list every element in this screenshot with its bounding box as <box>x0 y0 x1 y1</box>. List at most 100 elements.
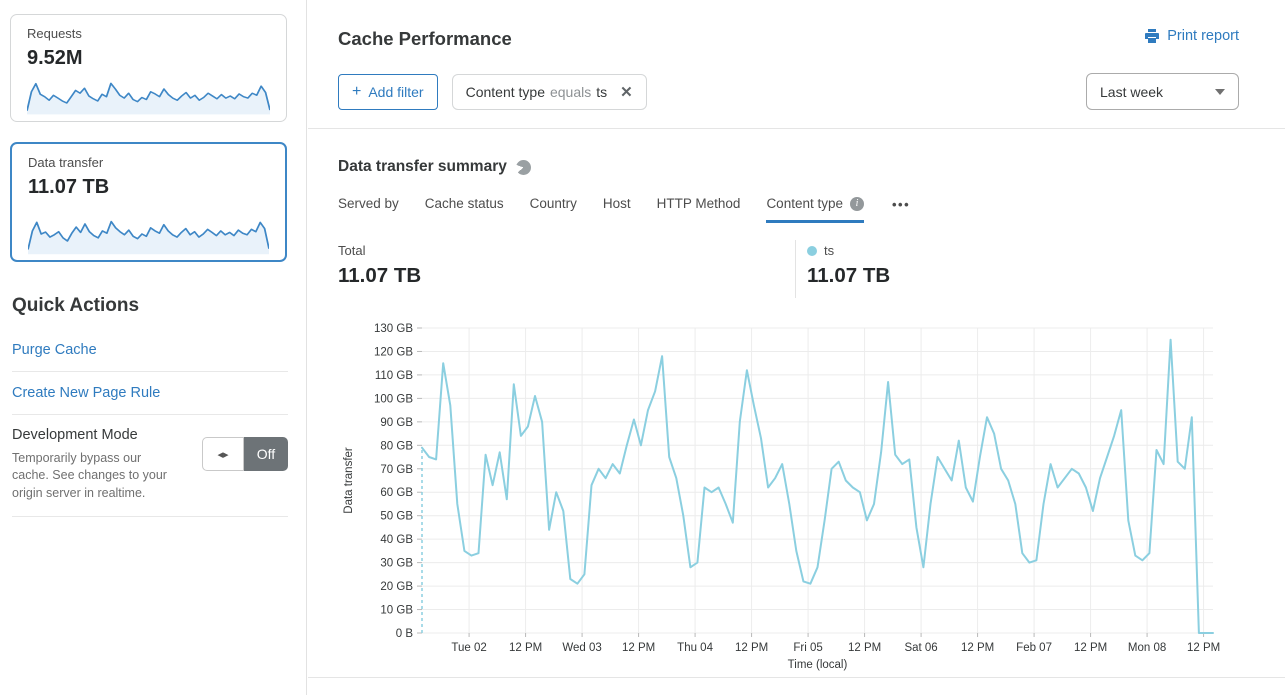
x-axis-tick-label: Feb 07 <box>1016 642 1052 654</box>
total-label: Total <box>338 243 366 258</box>
tab-label: Content type <box>766 196 843 211</box>
y-axis-tick-label: 70 GB <box>380 464 413 476</box>
divider <box>12 371 288 372</box>
requests-card[interactable]: Requests 9.52M <box>10 14 287 122</box>
printer-icon <box>1145 29 1160 43</box>
y-axis-tick-label: 30 GB <box>380 558 413 570</box>
y-axis-tick-label: 130 GB <box>374 323 413 335</box>
y-axis-tick-label: 80 GB <box>380 440 413 452</box>
requests-card-value: 9.52M <box>27 47 83 69</box>
data-transfer-card-value: 11.07 TB <box>28 176 110 198</box>
series-legend-dot <box>807 245 817 256</box>
print-report-label: Print report <box>1167 28 1239 44</box>
filter-chip-operator: equals <box>549 84 592 100</box>
tab-label: Host <box>602 196 631 211</box>
x-axis-tick-label: 12 PM <box>1187 642 1220 654</box>
series-stat: ts 11.07 TB <box>807 243 890 288</box>
quick-action-link-purge-cache[interactable]: Purge Cache <box>12 342 97 358</box>
tab-host[interactable]: Host <box>603 196 631 223</box>
filter-chip-value: ts <box>596 84 608 100</box>
tab-served-by[interactable]: Served by <box>338 196 399 223</box>
x-axis-tick-label: 12 PM <box>622 642 655 654</box>
divider <box>308 677 1285 678</box>
y-axis-tick-label: 90 GB <box>380 417 413 429</box>
time-range-select[interactable]: Last week <box>1086 73 1239 110</box>
sidebar: Requests 9.52M Data transfer 11.07 TB Qu… <box>0 0 307 695</box>
x-axis-tick-label: Mon 08 <box>1128 642 1166 654</box>
divider <box>308 128 1285 129</box>
total-value: 11.07 TB <box>338 264 422 287</box>
y-axis-tick-label: 20 GB <box>380 581 413 593</box>
data-transfer-sparkline-chart <box>28 220 269 255</box>
data-transfer-card-label: Data transfer <box>28 155 104 170</box>
tab-content-type[interactable]: Content type i <box>766 196 864 223</box>
divider <box>12 414 288 415</box>
summary-title-row: Data transfer summary <box>338 158 531 176</box>
development-mode-toggle[interactable]: ◂▸ Off <box>202 437 288 471</box>
toggle-arrows-icon: ◂▸ <box>202 437 244 471</box>
tab-cache-status[interactable]: Cache status <box>425 196 504 223</box>
y-axis-tick-label: 10 GB <box>380 605 413 617</box>
y-axis-tick-label: 120 GB <box>374 346 413 358</box>
sparkline-area <box>27 83 270 115</box>
tab-label: HTTP Method <box>656 196 741 211</box>
tab-http-method[interactable]: HTTP Method <box>657 196 741 223</box>
x-axis-tick-label: 12 PM <box>961 642 994 654</box>
series-value: 11.07 TB <box>807 264 891 287</box>
series-line-ts <box>421 338 1214 634</box>
x-axis-tick-label: Sat 06 <box>904 642 937 654</box>
x-axis-tick-label: 12 PM <box>735 642 768 654</box>
x-axis-tick-label: Wed 03 <box>562 642 601 654</box>
series-legend: ts <box>807 243 890 258</box>
tab-label: Served by <box>338 196 399 211</box>
add-filter-button[interactable]: + Add filter <box>338 74 438 110</box>
pie-timer-icon <box>515 159 531 175</box>
development-mode-description: Temporarily bypass our cache. See change… <box>12 451 167 500</box>
tab-label: Country <box>529 196 577 211</box>
quick-actions-section: Quick Actions Purge Cache Create New Page… <box>12 295 288 517</box>
tab-country[interactable]: Country <box>530 196 577 223</box>
requests-card-label: Requests <box>27 26 82 41</box>
development-mode-text: Development Mode Temporarily bypass our … <box>12 427 172 502</box>
y-axis-tick-label: 60 GB <box>380 487 413 499</box>
sparkline-line <box>27 82 270 111</box>
requests-sparkline-chart <box>27 82 270 115</box>
divider <box>795 240 796 298</box>
development-mode-title: Development Mode <box>12 427 138 443</box>
filter-chip[interactable]: Content type equals ts ✕ <box>451 74 647 110</box>
total-stat: Total 11.07 TB <box>338 243 421 288</box>
data-transfer-card[interactable]: Data transfer 11.07 TB <box>10 142 287 262</box>
quick-action-link-create-new-page-rule[interactable]: Create New Page Rule <box>12 385 161 401</box>
filter-chip-field: Content type <box>465 84 545 100</box>
quick-actions-title: Quick Actions <box>12 295 140 316</box>
main-panel: Cache Performance Print report + Add fil… <box>308 0 1285 695</box>
summary-title: Data transfer summary <box>338 158 507 175</box>
remove-filter-icon[interactable]: ✕ <box>620 84 633 101</box>
x-axis-tick-label: 12 PM <box>1074 642 1107 654</box>
chevron-down-icon <box>1215 88 1225 95</box>
y-axis-tick-label: 40 GB <box>380 534 413 546</box>
y-axis-title: Data transfer <box>343 447 355 514</box>
toggle-state-label: Off <box>244 437 288 471</box>
more-dimensions-button[interactable]: ••• <box>892 197 911 212</box>
y-axis-tick-label: 110 GB <box>375 370 413 382</box>
tab-label: Cache status <box>424 196 504 211</box>
x-axis-title: Time (local) <box>788 659 848 671</box>
time-range-value: Last week <box>1100 83 1164 100</box>
y-axis-tick-label: 100 GB <box>374 393 413 405</box>
filter-row: + Add filter Content type equals ts ✕ <box>338 74 647 110</box>
divider <box>12 515 288 517</box>
info-icon[interactable]: i <box>850 196 864 211</box>
x-axis-tick-label: Tue 02 <box>451 642 486 654</box>
print-report-button[interactable]: Print report <box>1144 28 1239 44</box>
dimension-tabs: Served by Cache status Country Host HTTP Met… <box>338 196 910 223</box>
sparkline-line <box>28 220 269 250</box>
x-axis-tick-label: Fri 05 <box>793 642 822 654</box>
y-axis-tick-label: 50 GB <box>380 511 413 523</box>
add-filter-label: Add filter <box>368 84 424 100</box>
x-axis-tick-label: Thu 04 <box>677 642 713 654</box>
quick-actions-links: Purge Cache Create New Page Rule <box>12 329 288 415</box>
y-axis-tick-label: 0 B <box>396 628 414 640</box>
data-transfer-chart: 0 B 10 GB 20 GB 30 GB 40 GB 50 GB 60 GB 70 GB 80… <box>343 323 1220 671</box>
